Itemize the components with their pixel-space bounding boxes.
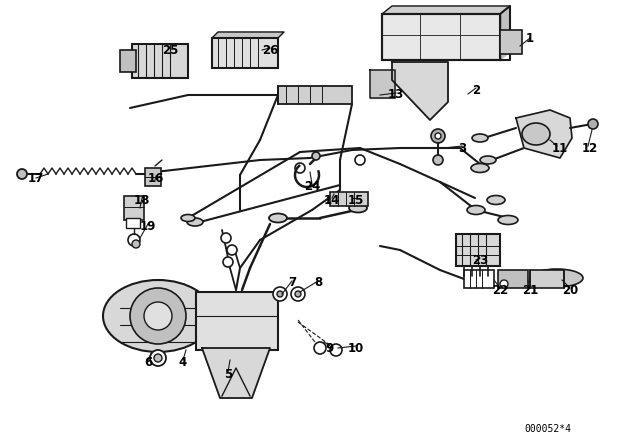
Ellipse shape xyxy=(472,134,488,142)
Text: 23: 23 xyxy=(472,254,488,267)
Ellipse shape xyxy=(269,214,287,223)
Text: 11: 11 xyxy=(552,142,568,155)
Bar xyxy=(126,218,140,228)
Text: 22: 22 xyxy=(492,284,508,297)
Polygon shape xyxy=(212,32,284,38)
Text: 3: 3 xyxy=(458,142,466,155)
Polygon shape xyxy=(370,70,395,98)
Ellipse shape xyxy=(487,195,505,204)
Circle shape xyxy=(330,344,342,356)
Circle shape xyxy=(431,129,445,143)
Text: 16: 16 xyxy=(148,172,164,185)
Bar xyxy=(124,196,144,220)
Text: 18: 18 xyxy=(134,194,150,207)
Polygon shape xyxy=(500,6,510,60)
Text: 15: 15 xyxy=(348,194,364,207)
Text: 21: 21 xyxy=(522,284,538,297)
Circle shape xyxy=(291,287,305,301)
Ellipse shape xyxy=(498,215,518,224)
Bar xyxy=(500,30,522,54)
Ellipse shape xyxy=(480,156,496,164)
Circle shape xyxy=(223,257,233,267)
Circle shape xyxy=(500,280,508,288)
Bar xyxy=(132,44,188,78)
Text: 24: 24 xyxy=(304,180,320,193)
Text: 12: 12 xyxy=(582,142,598,155)
Circle shape xyxy=(295,163,305,173)
Bar xyxy=(456,234,500,266)
Ellipse shape xyxy=(187,218,203,226)
Bar xyxy=(498,270,528,288)
Circle shape xyxy=(150,350,166,366)
Circle shape xyxy=(128,234,140,246)
Ellipse shape xyxy=(103,280,213,352)
Bar xyxy=(278,86,352,104)
Circle shape xyxy=(312,152,320,160)
Polygon shape xyxy=(382,6,510,14)
Text: 25: 25 xyxy=(162,43,178,56)
Text: 8: 8 xyxy=(314,276,322,289)
Bar xyxy=(530,270,564,288)
Circle shape xyxy=(154,354,162,362)
Text: 2: 2 xyxy=(472,83,480,96)
Circle shape xyxy=(17,169,27,179)
Circle shape xyxy=(132,240,140,248)
Text: 14: 14 xyxy=(324,194,340,207)
Text: 17: 17 xyxy=(28,172,44,185)
Circle shape xyxy=(355,155,365,165)
Text: 26: 26 xyxy=(262,43,278,56)
Circle shape xyxy=(295,291,301,297)
Ellipse shape xyxy=(471,164,489,172)
Polygon shape xyxy=(516,110,572,158)
Polygon shape xyxy=(202,348,270,398)
Text: 1: 1 xyxy=(526,31,534,44)
Text: 000052*4: 000052*4 xyxy=(524,424,571,434)
Bar xyxy=(330,192,368,206)
Circle shape xyxy=(130,288,186,344)
Bar xyxy=(212,38,278,68)
Bar xyxy=(120,50,136,72)
Circle shape xyxy=(273,287,287,301)
Text: 13: 13 xyxy=(388,89,404,102)
Bar xyxy=(464,270,494,288)
Circle shape xyxy=(588,119,598,129)
Circle shape xyxy=(435,133,441,139)
Text: 6: 6 xyxy=(144,356,152,369)
Ellipse shape xyxy=(181,215,195,221)
Bar xyxy=(382,14,500,60)
Circle shape xyxy=(314,342,326,354)
Ellipse shape xyxy=(522,123,550,145)
Text: 4: 4 xyxy=(179,356,187,369)
Circle shape xyxy=(227,245,237,255)
Polygon shape xyxy=(392,62,448,120)
Bar xyxy=(145,168,161,186)
Bar xyxy=(196,292,278,350)
Ellipse shape xyxy=(467,206,485,215)
Circle shape xyxy=(433,155,443,165)
Circle shape xyxy=(144,302,172,330)
Circle shape xyxy=(277,291,283,297)
Text: 20: 20 xyxy=(562,284,578,297)
Text: 9: 9 xyxy=(326,341,334,354)
Circle shape xyxy=(221,233,231,243)
Text: 7: 7 xyxy=(288,276,296,289)
Text: 5: 5 xyxy=(224,367,232,380)
Text: 10: 10 xyxy=(348,341,364,354)
Text: 19: 19 xyxy=(140,220,156,233)
Ellipse shape xyxy=(531,269,583,287)
Ellipse shape xyxy=(349,203,367,212)
